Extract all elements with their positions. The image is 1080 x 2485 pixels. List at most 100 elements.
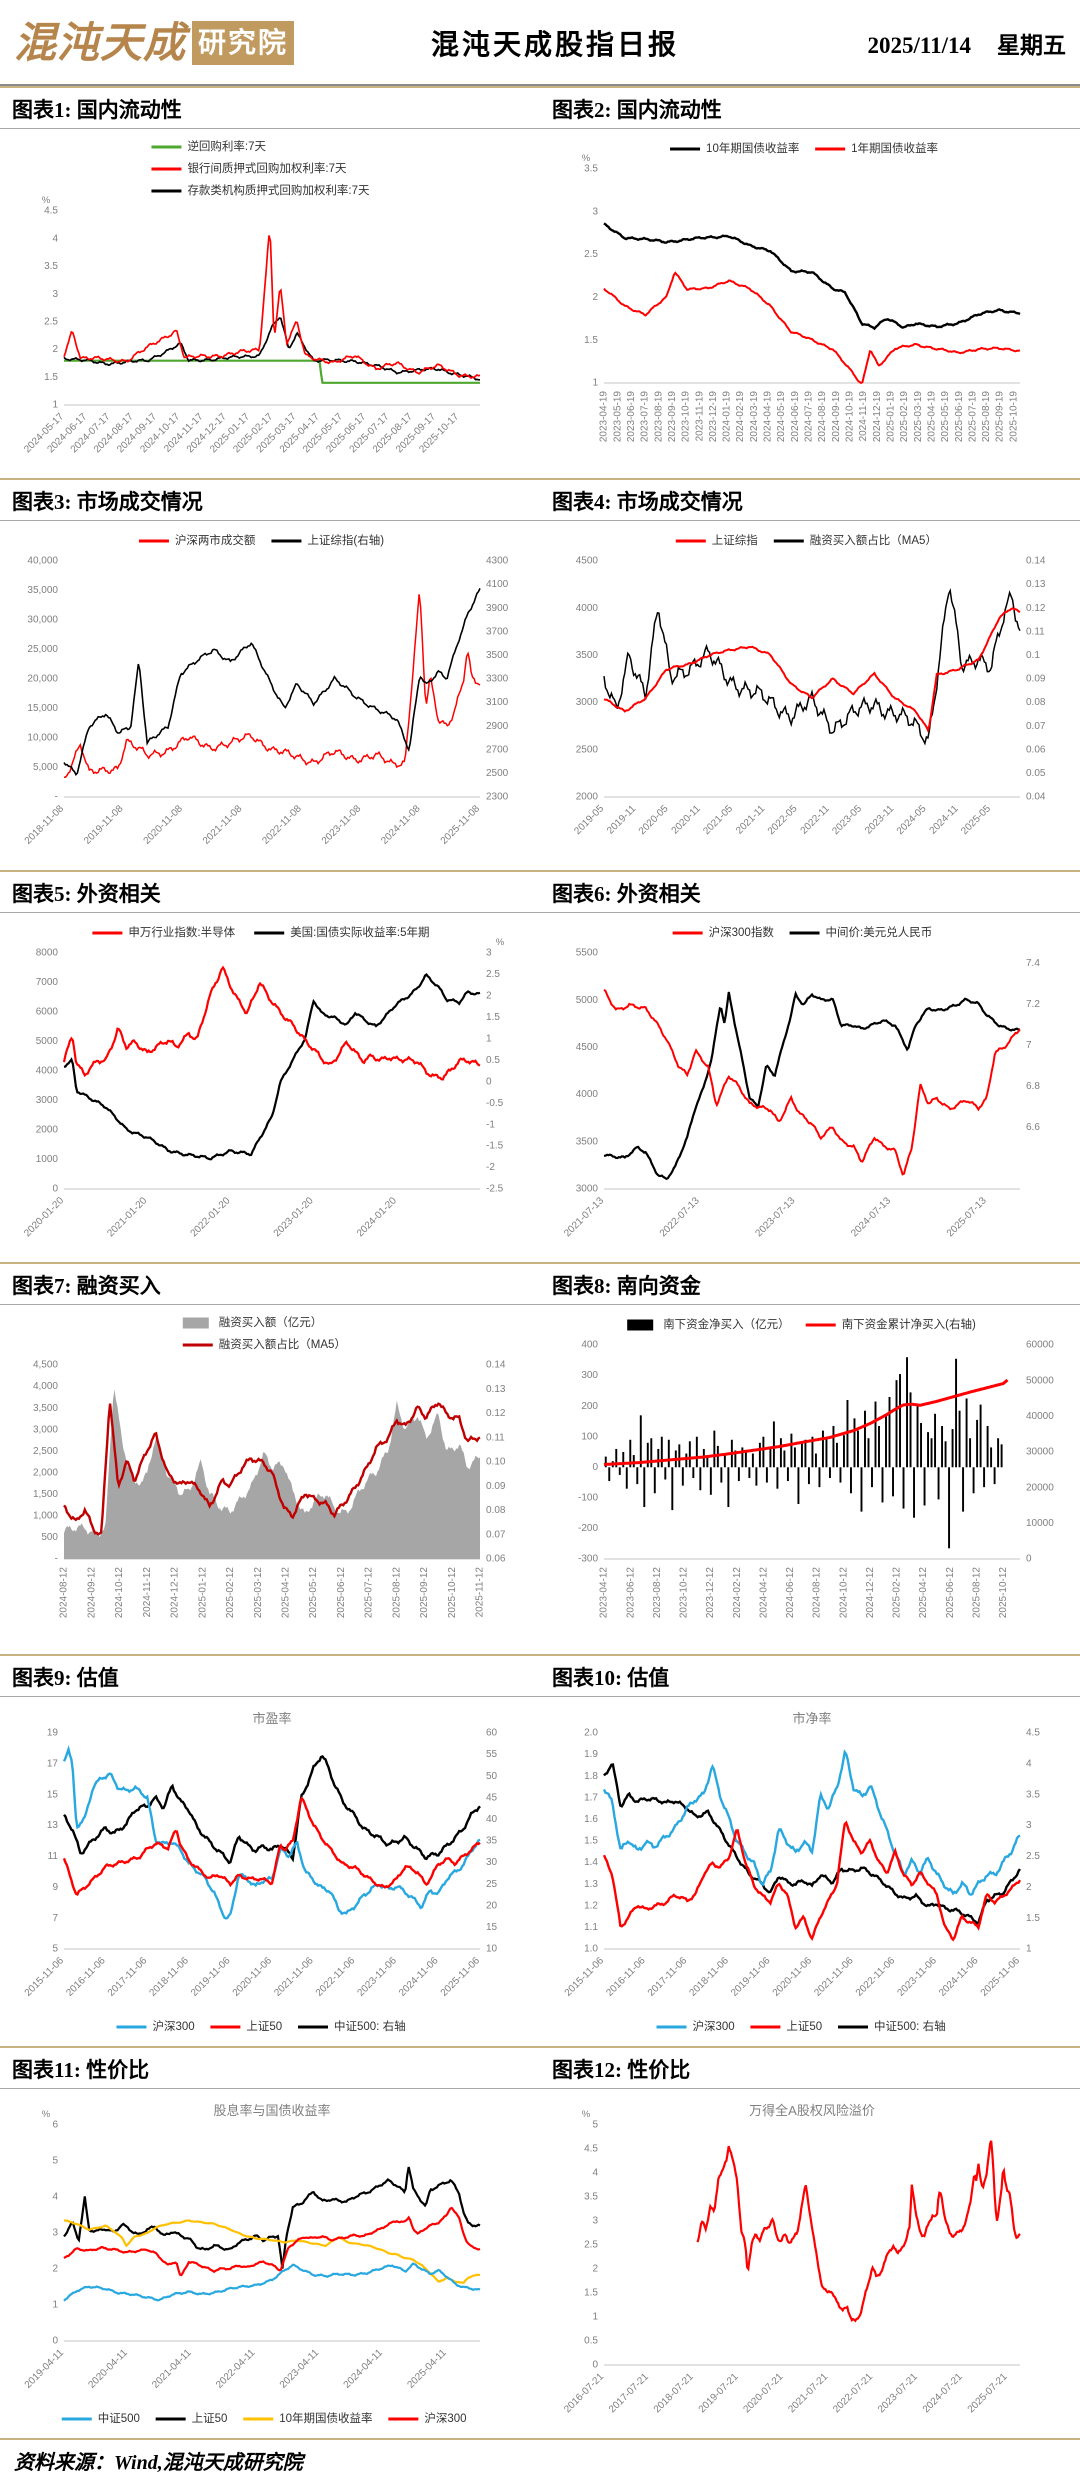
- svg-text:2025-02-19: 2025-02-19: [899, 391, 910, 443]
- brand-logo: 混沌天成 研究院: [14, 21, 344, 65]
- svg-text:0.1: 0.1: [1026, 650, 1040, 661]
- svg-text:4500: 4500: [576, 1042, 599, 1053]
- svg-text:7.2: 7.2: [1026, 999, 1040, 1010]
- svg-text:2023-06-12: 2023-06-12: [625, 1567, 636, 1619]
- svg-text:2025-07-13: 2025-07-13: [945, 1195, 989, 1239]
- chart-heading-figure12: 图表12: 性价比: [552, 2058, 691, 2082]
- svg-text:3.5: 3.5: [584, 2192, 598, 2203]
- svg-text:2024-04-19: 2024-04-19: [763, 391, 774, 443]
- svg-text:5,000: 5,000: [33, 762, 58, 773]
- svg-text:1.5: 1.5: [44, 372, 58, 383]
- svg-text:1.3: 1.3: [584, 1879, 598, 1890]
- svg-text:2025-10-12: 2025-10-12: [447, 1567, 458, 1619]
- svg-text:0.12: 0.12: [486, 1408, 506, 1419]
- svg-text:300: 300: [581, 1370, 598, 1381]
- svg-text:存款类机构质押式回购加权利率:7天: 存款类机构质押式回购加权利率:7天: [187, 183, 370, 197]
- chart-heading-figure4: 图表4: 市场成交情况: [552, 490, 743, 514]
- svg-text:2020-11: 2020-11: [670, 803, 704, 837]
- svg-text:沪深两市成交额: 沪深两市成交额: [175, 533, 256, 547]
- svg-text:2022-11-06: 2022-11-06: [314, 1955, 358, 1999]
- svg-text:2500: 2500: [576, 744, 599, 755]
- svg-text:逆回购利率:7天: 逆回购利率:7天: [187, 139, 266, 153]
- svg-text:50: 50: [486, 1771, 498, 1782]
- svg-text:中证500: 右轴: 中证500: 右轴: [334, 2019, 406, 2033]
- source-note: 资料来源：Wind,混沌天成研究院: [14, 2452, 303, 2474]
- svg-text:0: 0: [1026, 1554, 1032, 1565]
- svg-text:1: 1: [592, 378, 598, 389]
- svg-text:2015-11-06: 2015-11-06: [563, 1955, 607, 1999]
- svg-text:2019-07-21: 2019-07-21: [697, 2371, 741, 2415]
- svg-text:2024-05: 2024-05: [895, 803, 929, 837]
- svg-text:2024-05-19: 2024-05-19: [776, 391, 787, 443]
- svg-text:0.5: 0.5: [584, 2336, 598, 2347]
- svg-text:2023-07-19: 2023-07-19: [640, 391, 651, 443]
- svg-text:5000: 5000: [36, 1036, 59, 1047]
- svg-text:60000: 60000: [1026, 1340, 1054, 1351]
- svg-text:-: -: [55, 792, 58, 803]
- svg-text:60: 60: [486, 1728, 498, 1739]
- svg-text:2023-11: 2023-11: [863, 803, 897, 837]
- row-titles: 图表11: 性价比 图表12: 性价比: [0, 2048, 1080, 2089]
- svg-text:2024-06-12: 2024-06-12: [785, 1567, 796, 1619]
- svg-text:1: 1: [52, 400, 58, 411]
- svg-text:2019-11-06: 2019-11-06: [729, 1955, 773, 1999]
- svg-text:15: 15: [47, 1789, 59, 1800]
- svg-text:2017-11-06: 2017-11-06: [646, 1955, 690, 1999]
- chart-canvas: 市净率 2.0 1.9 1.8 1.7 1.6 1.5 1.4 1.3 1.2 1.1 1.0 4.5 4…: [563, 1711, 1041, 2033]
- svg-text:2023-07-21: 2023-07-21: [876, 2371, 920, 2415]
- svg-text:2.5: 2.5: [1026, 1851, 1040, 1862]
- svg-text:2.5: 2.5: [44, 316, 58, 327]
- row-titles: 图表9: 估值 图表10: 估值: [0, 1656, 1080, 1697]
- svg-text:2020-11-06: 2020-11-06: [771, 1955, 815, 1999]
- chart-canvas: %4.543.532.521.512024-05-172024-06-17202…: [22, 139, 481, 455]
- svg-text:1.5: 1.5: [584, 2288, 598, 2299]
- svg-text:0.14: 0.14: [1026, 556, 1046, 567]
- svg-text:2017-07-21: 2017-07-21: [607, 2371, 651, 2415]
- svg-text:10年期国债收益率: 10年期国债收益率: [706, 141, 799, 155]
- svg-text:1.5: 1.5: [486, 1012, 500, 1023]
- svg-text:0.14: 0.14: [486, 1360, 506, 1371]
- svg-text:10000: 10000: [1026, 1518, 1054, 1529]
- svg-text:3900: 3900: [486, 603, 509, 614]
- chart-canvas: 5500 5000 4500 4000 3500 3000 7.4 7.2 7 6.8 6.6 202…: [562, 925, 1040, 1239]
- svg-text:2022-07-13: 2022-07-13: [658, 1195, 702, 1239]
- report-date: 2025/11/14 星期五: [766, 26, 1066, 60]
- svg-text:0.06: 0.06: [1026, 744, 1046, 755]
- svg-text:2: 2: [52, 2264, 58, 2275]
- svg-text:上证综指(右轴): 上证综指(右轴): [307, 533, 384, 547]
- report-header: 混沌天成 研究院 混沌天成股指日报 2025/11/14 星期五: [0, 0, 1080, 86]
- chart-heading-figure8: 图表8: 南向资金: [552, 1274, 701, 1298]
- svg-text:%: %: [582, 2109, 591, 2120]
- chart-heading-figure11: 图表11: 性价比: [12, 2058, 150, 2082]
- svg-text:%: %: [42, 2109, 51, 2120]
- svg-text:2021-07-21: 2021-07-21: [786, 2371, 830, 2415]
- svg-text:40: 40: [486, 1814, 498, 1825]
- logo-badge: 研究院: [192, 21, 295, 65]
- svg-text:2024-04-12: 2024-04-12: [758, 1567, 769, 1619]
- svg-text:2024-01-19: 2024-01-19: [722, 391, 733, 443]
- svg-text:3: 3: [1026, 1820, 1032, 1831]
- svg-text:2025-02-12: 2025-02-12: [892, 1567, 903, 1619]
- svg-text:2024-06-19: 2024-06-19: [790, 391, 801, 443]
- svg-text:4,500: 4,500: [33, 1360, 58, 1371]
- svg-text:沪深300: 沪深300: [424, 2411, 466, 2425]
- svg-text:3500: 3500: [486, 650, 509, 661]
- svg-text:0.07: 0.07: [1026, 721, 1046, 732]
- svg-text:2024-11-06: 2024-11-06: [397, 1955, 441, 1999]
- chart-heading-figure9: 图表9: 估值: [12, 1666, 119, 1690]
- svg-text:2300: 2300: [486, 792, 509, 803]
- svg-text:-1.5: -1.5: [486, 1141, 504, 1152]
- svg-text:0.09: 0.09: [1026, 674, 1046, 685]
- chart-canvas: 4,500 4,000 3,500 3,000 2,500 2,000 1,500 1,000…: [33, 1316, 506, 1619]
- svg-text:2017-11-06: 2017-11-06: [106, 1955, 150, 1999]
- svg-text:-100: -100: [578, 1492, 598, 1503]
- svg-text:2.5: 2.5: [486, 969, 500, 980]
- svg-text:2025-04-12: 2025-04-12: [281, 1567, 292, 1619]
- svg-text:2,500: 2,500: [33, 1446, 58, 1457]
- svg-text:2022-11-06: 2022-11-06: [854, 1955, 898, 1999]
- svg-text:10年期国债收益率: 10年期国债收益率: [279, 2411, 372, 2425]
- svg-text:13: 13: [47, 1820, 59, 1831]
- svg-text:2018-07-21: 2018-07-21: [652, 2371, 696, 2415]
- svg-text:2023-07-13: 2023-07-13: [754, 1195, 798, 1239]
- report-footer: 资料来源：Wind,混沌天成研究院: [0, 2438, 1080, 2485]
